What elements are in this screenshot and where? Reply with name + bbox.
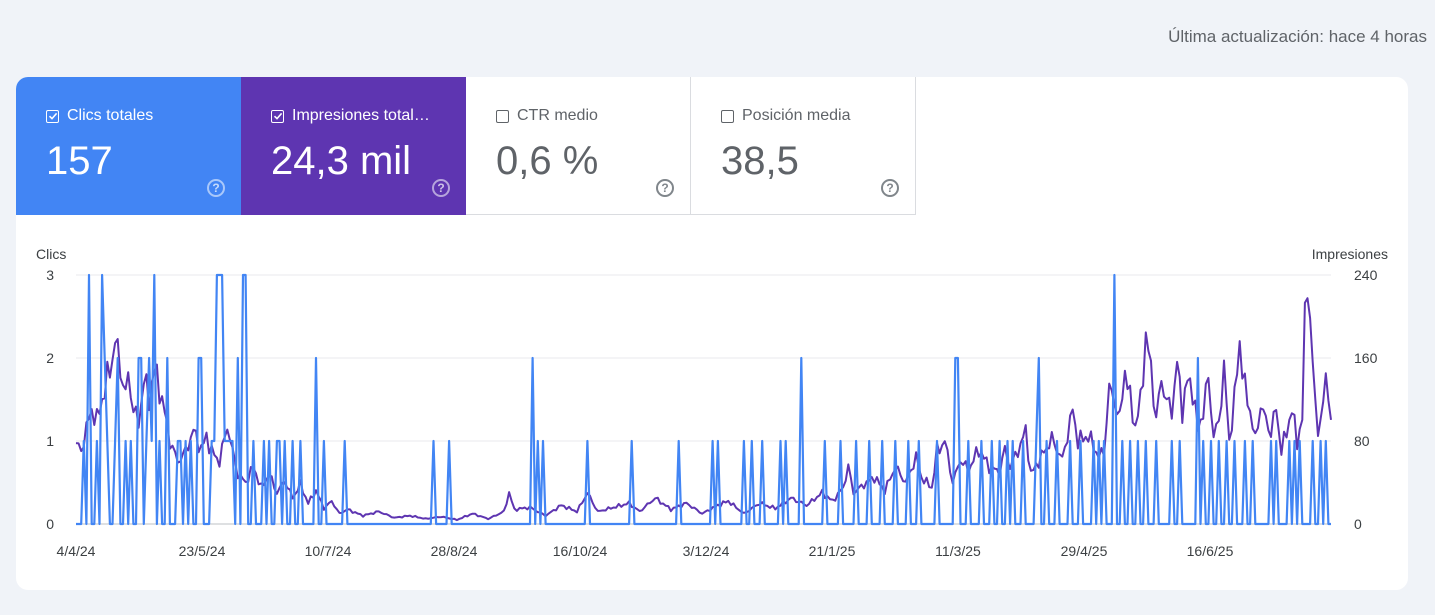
performance-card: Clics totales 157 ? Impresiones total… 2… — [16, 77, 1408, 590]
x-tick-label: 23/5/24 — [179, 543, 226, 559]
metric-label: Clics totales — [67, 107, 154, 124]
checkbox-unchecked-icon[interactable] — [721, 109, 734, 123]
metric-label: Posición media — [742, 107, 851, 124]
x-tick-label: 21/1/25 — [809, 543, 856, 559]
left-tick-label: 2 — [46, 350, 54, 366]
x-tick-label: 10/7/24 — [305, 543, 352, 559]
x-tick-label: 3/12/24 — [683, 543, 730, 559]
help-icon[interactable]: ? — [207, 179, 225, 197]
right-axis-title: Impresiones — [1312, 246, 1388, 262]
x-tick-label: 28/8/24 — [431, 543, 478, 559]
clicks-line — [76, 273, 1331, 526]
left-tick-label: 0 — [46, 516, 54, 532]
metric-average-ctr[interactable]: CTR medio 0,6 % ? — [466, 77, 691, 215]
right-tick-label: 80 — [1354, 433, 1370, 449]
metric-tabs: Clics totales 157 ? Impresiones total… 2… — [16, 77, 916, 215]
right-tick-label: 240 — [1354, 267, 1378, 283]
help-icon[interactable]: ? — [656, 179, 674, 197]
help-icon[interactable]: ? — [881, 179, 899, 197]
metric-label: Impresiones total… — [292, 107, 430, 124]
chart-series — [75, 273, 1332, 526]
metric-value: 0,6 % — [496, 139, 599, 183]
x-tick-label: 29/4/25 — [1061, 543, 1108, 559]
checkbox-checked-icon[interactable] — [46, 109, 59, 123]
x-tick-label: 4/4/24 — [57, 543, 96, 559]
help-icon[interactable]: ? — [432, 179, 450, 197]
x-tick-label: 16/6/25 — [1187, 543, 1234, 559]
metric-average-position[interactable]: Posición media 38,5 ? — [691, 77, 916, 215]
left-axis-title: Clics — [36, 246, 66, 262]
metric-label: CTR medio — [517, 107, 598, 124]
right-tick-label: 160 — [1354, 350, 1378, 366]
last-update-text: Última actualización: hace 4 horas — [1168, 27, 1427, 46]
right-tick-label: 0 — [1354, 516, 1362, 532]
metric-total-clicks[interactable]: Clics totales 157 ? — [16, 77, 241, 215]
checkbox-checked-icon[interactable] — [271, 109, 284, 123]
metric-value: 157 — [46, 139, 113, 183]
metric-value: 24,3 mil — [271, 139, 412, 183]
metric-value: 38,5 — [721, 139, 799, 183]
left-tick-label: 1 — [46, 433, 54, 449]
x-tick-label: 16/10/24 — [553, 543, 608, 559]
left-tick-label: 3 — [46, 267, 54, 283]
x-tick-label: 11/3/25 — [935, 543, 981, 559]
metric-total-impressions[interactable]: Impresiones total… 24,3 mil ? — [241, 77, 466, 215]
checkbox-unchecked-icon[interactable] — [496, 109, 509, 123]
